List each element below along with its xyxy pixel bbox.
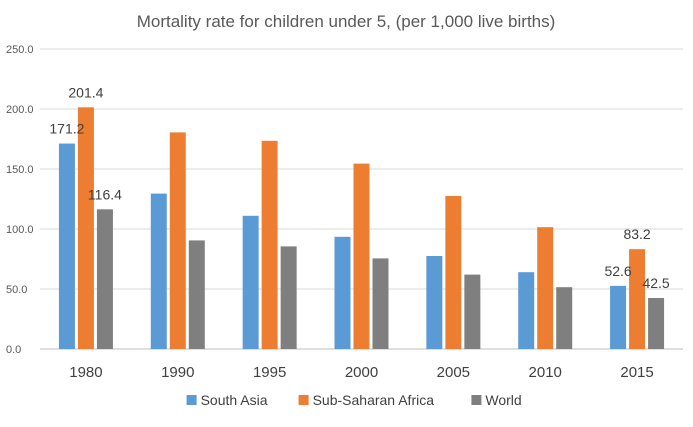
bar bbox=[372, 258, 389, 349]
y-tick-label: 100.0 bbox=[6, 224, 34, 236]
chart-title: Mortality rate for children under 5, (pe… bbox=[137, 12, 556, 31]
bars bbox=[58, 107, 665, 349]
bar bbox=[150, 193, 167, 349]
bar bbox=[426, 256, 443, 349]
bar bbox=[261, 140, 278, 349]
bar bbox=[77, 107, 94, 349]
bar bbox=[334, 236, 351, 349]
bar bbox=[58, 143, 75, 349]
legend-label: Sub-Saharan Africa bbox=[313, 392, 435, 408]
x-tick-label: 1995 bbox=[253, 364, 286, 381]
legend-label: South Asia bbox=[201, 392, 268, 408]
y-tick-label: 50.0 bbox=[6, 284, 27, 296]
legend-item: South Asia bbox=[186, 392, 268, 408]
legend: South Asia Sub-Saharan Africa World bbox=[186, 392, 522, 408]
bar bbox=[188, 240, 205, 349]
x-tick-label: 1980 bbox=[69, 364, 102, 381]
bar bbox=[648, 298, 665, 349]
data-label: 83.2 bbox=[623, 226, 650, 242]
data-label: 171.2 bbox=[49, 121, 84, 137]
data-labels: 171.2 201.4 116.4 52.6 83.2 42.5 bbox=[49, 84, 670, 291]
legend-label: World bbox=[485, 392, 521, 408]
x-tick-label: 2005 bbox=[437, 364, 470, 381]
x-tick-label: 2015 bbox=[620, 364, 653, 381]
bar bbox=[556, 287, 573, 349]
legend-item: World bbox=[471, 392, 522, 408]
y-tick-label: 150.0 bbox=[6, 164, 34, 176]
legend-swatch bbox=[471, 395, 482, 405]
bar bbox=[464, 274, 481, 349]
data-label: 42.5 bbox=[642, 275, 669, 291]
x-axis-ticks: 1980 1990 1995 2000 2005 2010 2015 bbox=[69, 364, 654, 381]
y-tick-label: 0.0 bbox=[6, 344, 21, 356]
bar bbox=[169, 132, 186, 349]
bar bbox=[518, 272, 535, 349]
bar bbox=[353, 163, 370, 349]
data-label: 201.4 bbox=[68, 84, 103, 100]
y-tick-label: 250.0 bbox=[6, 44, 34, 56]
legend-swatch bbox=[186, 395, 197, 405]
x-tick-label: 1990 bbox=[161, 364, 194, 381]
bar bbox=[280, 246, 297, 349]
bar bbox=[537, 227, 554, 349]
legend-swatch bbox=[298, 395, 309, 405]
bar bbox=[445, 196, 462, 349]
bar bbox=[629, 249, 646, 349]
y-axis-ticks: 0.0 50.0 100.0 150.0 200.0 250.0 bbox=[6, 44, 34, 356]
x-tick-label: 2010 bbox=[529, 364, 562, 381]
bar bbox=[610, 285, 627, 349]
legend-item: Sub-Saharan Africa bbox=[298, 392, 435, 408]
x-tick-label: 2000 bbox=[345, 364, 378, 381]
y-tick-label: 200.0 bbox=[6, 104, 34, 116]
data-label: 116.4 bbox=[88, 186, 122, 202]
data-label: 52.6 bbox=[604, 263, 631, 279]
bar bbox=[242, 215, 259, 349]
bar bbox=[96, 209, 113, 349]
